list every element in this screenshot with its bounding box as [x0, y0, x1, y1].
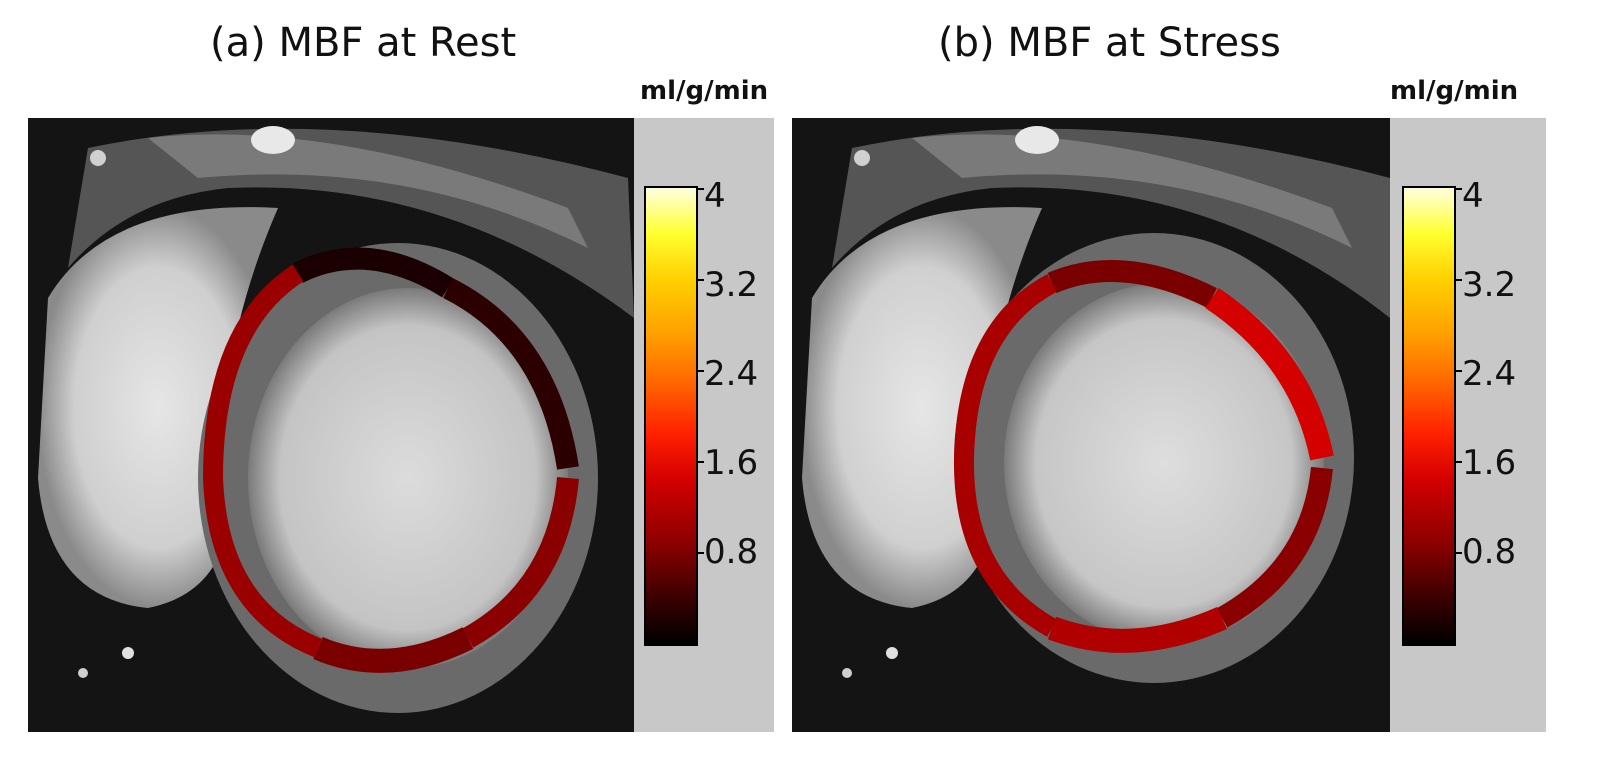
colorbar-tick-label: 1.6: [1462, 443, 1517, 483]
colorbar-tick-label: 2.4: [704, 354, 759, 394]
panel-title: (a) MBF at Rest: [210, 20, 517, 66]
colorbar-tick-label: 3.2: [1462, 265, 1517, 305]
colorbar-tick-label: 1.6: [704, 443, 759, 483]
colorbar-tick-label: 3.2: [704, 265, 759, 305]
colorbar-tick-label: 0.8: [1462, 532, 1517, 572]
panel-rest: (a) MBF at Rest ml/g/min: [0, 0, 790, 760]
mri-image-stress: [792, 118, 1390, 732]
colorbar-tick-label: 0.8: [704, 532, 759, 572]
colorbar-tick-label: 4: [1462, 176, 1484, 216]
colorbar-unit: ml/g/min: [640, 76, 769, 106]
colorbar-tick-label: 2.4: [1462, 354, 1517, 394]
colorbar: 4 3.2 2.4 1.6 0.8: [644, 176, 758, 646]
colorbar-unit: ml/g/min: [1390, 76, 1519, 106]
panel-title: (b) MBF at Stress: [938, 20, 1281, 66]
colorbar: 4 3.2 2.4 1.6 0.8: [1402, 176, 1516, 646]
colorbar-tick-label: 4: [704, 176, 726, 216]
panel-stress: (b) MBF at Stress ml/g/min: [790, 0, 1600, 760]
mri-image-rest: [28, 118, 634, 732]
